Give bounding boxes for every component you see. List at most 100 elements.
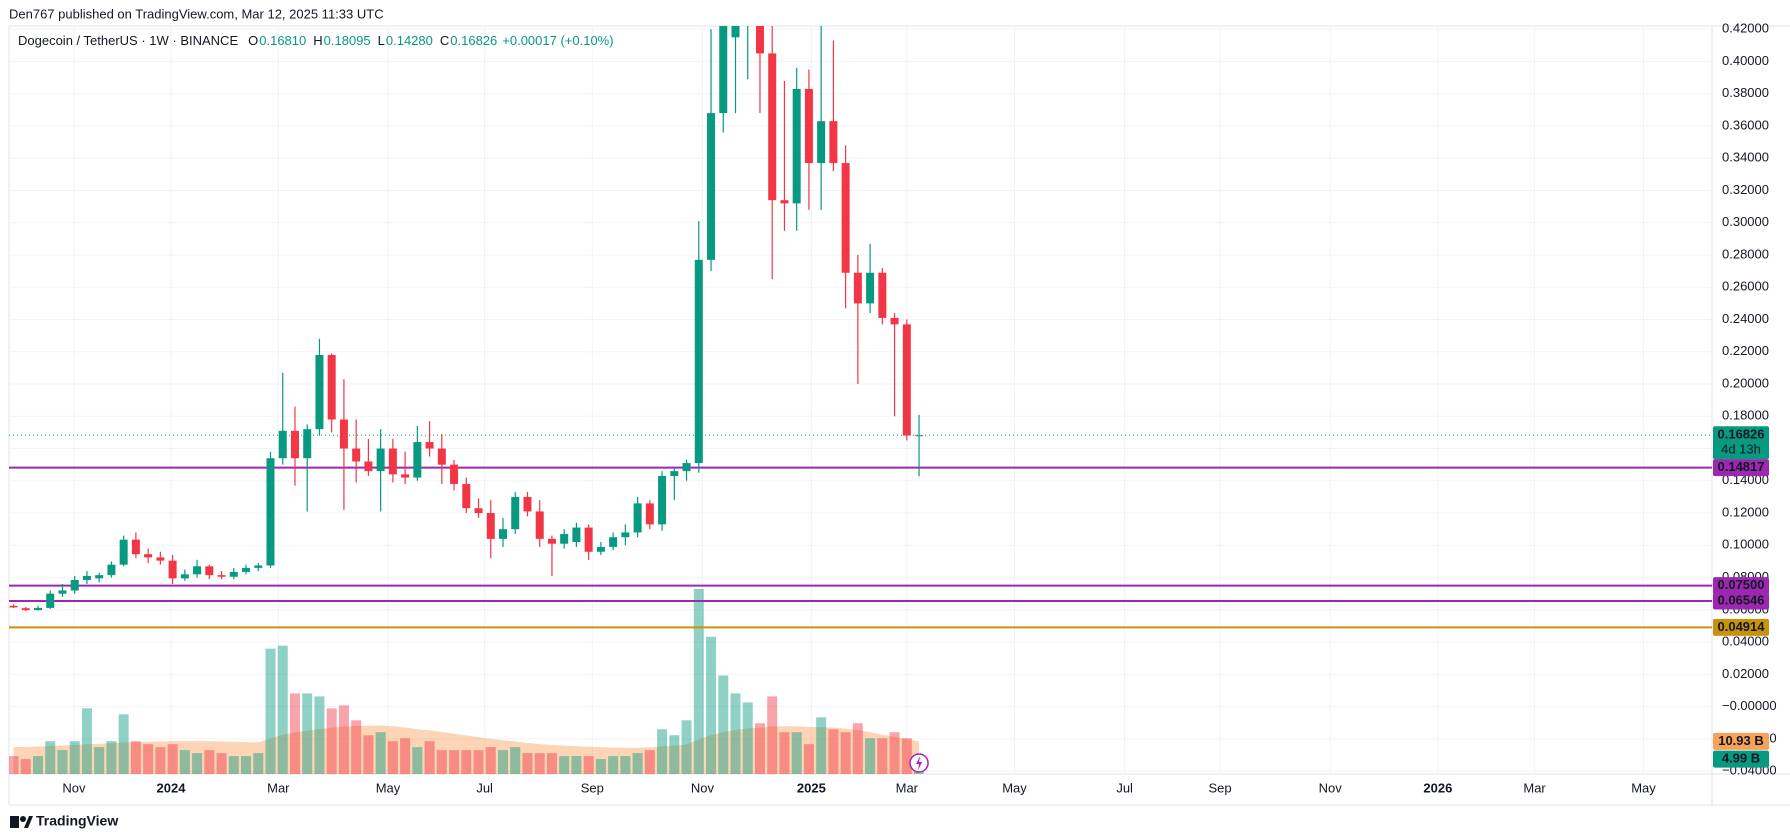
- volume-bar: [253, 753, 264, 774]
- level-badge: 0.06546: [1718, 592, 1765, 607]
- volume-bar: [901, 738, 912, 774]
- volume-bar: [20, 759, 31, 774]
- volume-bar: [791, 732, 802, 774]
- volume-bar: [424, 741, 435, 774]
- volume-bar: [118, 714, 129, 774]
- volume-bar: [33, 756, 44, 774]
- volume-bar: [620, 756, 631, 774]
- volume-bar: [314, 696, 325, 774]
- volume-bar: [204, 750, 215, 774]
- candle-body: [902, 324, 911, 436]
- candle-body: [645, 503, 654, 525]
- logo-part: [10, 816, 19, 828]
- candle-body: [584, 527, 593, 552]
- volume-bar: [754, 723, 765, 774]
- volume-bar: [779, 732, 790, 774]
- y-tick-label: 0.22000: [1722, 343, 1769, 358]
- grid: [9, 26, 1712, 774]
- volume-bar: [167, 744, 178, 774]
- volume-ma-badge: 10.93 B: [1718, 733, 1764, 748]
- x-tick-label: 2025: [797, 780, 826, 795]
- candle-body: [804, 88, 813, 164]
- candle-body: [401, 474, 410, 478]
- volume-bar: [338, 705, 349, 774]
- candle-body: [205, 566, 214, 576]
- y-tick-label: 0.40000: [1722, 53, 1769, 68]
- candle-body: [180, 574, 189, 579]
- candle-body: [193, 566, 202, 575]
- candle-body: [853, 272, 862, 304]
- candle-body: [486, 513, 495, 539]
- candle-body: [413, 442, 422, 478]
- last-price-badge: 0.16826: [1718, 427, 1765, 442]
- candle-body: [829, 121, 838, 164]
- candle-body: [547, 538, 556, 544]
- candle-body: [327, 355, 336, 420]
- candle-body: [229, 571, 238, 577]
- candle-body: [82, 575, 91, 580]
- volume-bar: [9, 756, 19, 774]
- volume-bar: [400, 738, 411, 774]
- volume-bar: [889, 732, 900, 774]
- volume-bar: [803, 744, 814, 774]
- x-tick-label: Sep: [1209, 780, 1232, 795]
- x-tick-label: May: [376, 780, 401, 795]
- x-tick-label: Nov: [62, 780, 86, 795]
- volume-bar: [595, 759, 606, 774]
- candle-body: [131, 539, 140, 555]
- candle-body: [682, 463, 691, 472]
- volume-bar: [706, 636, 717, 774]
- candle-body: [792, 88, 801, 204]
- candle-body: [266, 458, 275, 566]
- volume-bar: [69, 741, 80, 774]
- y-tick-label: 0.02000: [1722, 666, 1769, 681]
- candle-body: [303, 429, 312, 459]
- legend-key: L: [378, 33, 385, 48]
- x-tick-label: May: [1002, 780, 1027, 795]
- volume-badge: 4.99 B: [1722, 751, 1760, 766]
- volume-bar: [840, 732, 851, 774]
- volume-ma-badge-bg: [1713, 732, 1769, 750]
- volume-bar: [828, 729, 839, 774]
- volume-bar: [669, 735, 680, 774]
- candle-body: [168, 560, 177, 579]
- candle-body: [254, 565, 263, 568]
- volume-bar: [485, 747, 496, 774]
- volume-bar: [216, 753, 227, 774]
- volume-bar: [277, 645, 288, 774]
- volume-bar: [681, 720, 692, 774]
- volume-bar: [608, 756, 619, 774]
- volume-bar: [94, 747, 105, 774]
- volume-bar: [534, 753, 545, 774]
- y-tick-label: 0.26000: [1722, 279, 1769, 294]
- volume-bar: [155, 747, 166, 774]
- x-tick-label: Nov: [1319, 780, 1343, 795]
- candle-body: [694, 259, 703, 464]
- candle-body: [462, 484, 471, 509]
- candle-body: [658, 475, 667, 525]
- volume-bar: [192, 753, 203, 774]
- volume-bar: [241, 756, 252, 774]
- y-tick-label: 0.12000: [1722, 504, 1769, 519]
- y-tick-label: 0.20000: [1722, 375, 1769, 390]
- footer-logo: TradingView: [10, 813, 118, 829]
- x-tick-label: Sep: [581, 780, 604, 795]
- logo-part: [24, 816, 33, 828]
- candle-body: [596, 546, 605, 552]
- y-tick-label: 0.10000: [1722, 537, 1769, 552]
- candle-body: [46, 593, 55, 608]
- volume-bar: [302, 693, 313, 774]
- volume-bar: [473, 750, 484, 774]
- candle-body: [755, 26, 764, 54]
- level-badge-bg: [1713, 459, 1769, 477]
- candle-body: [217, 575, 226, 577]
- volume-bar: [106, 741, 117, 774]
- legend-value: 0.16826: [450, 33, 497, 48]
- volume-bar: [877, 738, 888, 774]
- x-tick-label: Jul: [1116, 780, 1133, 795]
- candle-body: [376, 448, 385, 472]
- y-tick-label: 0.34000: [1722, 150, 1769, 165]
- candle-body: [339, 419, 348, 449]
- candle-body: [866, 272, 875, 304]
- candle-body: [352, 448, 361, 462]
